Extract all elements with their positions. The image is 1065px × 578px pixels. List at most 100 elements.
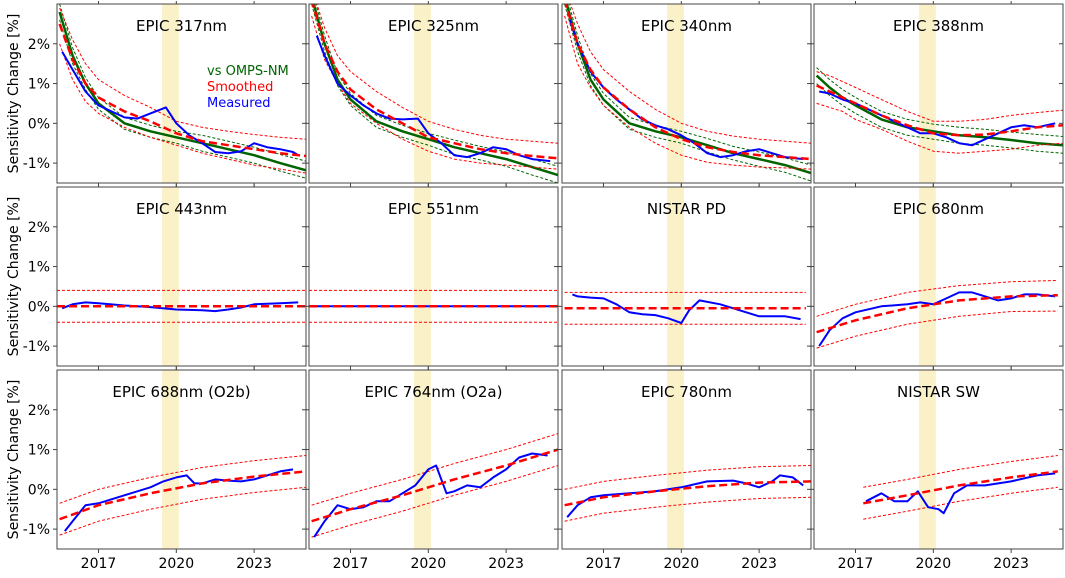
x-tick-label: 2020 xyxy=(915,556,951,572)
shaded-period xyxy=(667,370,684,549)
panel-frame xyxy=(56,3,307,184)
shaded-period xyxy=(919,187,936,366)
panel-frame xyxy=(561,369,812,550)
smoothed-lower-bound-line xyxy=(863,486,1058,520)
smoothed-line xyxy=(58,23,306,158)
smoothed-upper-bound-line xyxy=(59,7,306,140)
panel-epic-325nm: EPIC 325nm xyxy=(305,1,559,187)
smoothed-line xyxy=(816,293,1058,334)
panel-title: NISTAR PD xyxy=(647,200,726,218)
panel-title: EPIC 443nm xyxy=(136,200,227,218)
y-tick-label: 2% xyxy=(28,220,50,236)
legend-entry: vs OMPS-NM xyxy=(207,64,289,79)
measured-line xyxy=(865,472,1056,515)
panel-title: EPIC 388nm xyxy=(893,17,984,35)
panel-title: EPIC 340nm xyxy=(641,17,732,35)
smoothed-upper-bound-line xyxy=(564,465,811,490)
panel-frame xyxy=(561,3,812,184)
panel-title: EPIC 325nm xyxy=(388,17,479,35)
panel-title: EPIC 764nm (O2a) xyxy=(365,383,503,401)
x-tick-label: 2023 xyxy=(741,556,777,572)
smoothed-lower-bound-line xyxy=(564,15,811,170)
omps-fit-line xyxy=(312,4,558,177)
panel-frame xyxy=(813,369,1064,550)
panel-title: NISTAR SW xyxy=(897,383,980,401)
x-tick-label: 2017 xyxy=(586,556,622,572)
panel-epic-388nm: EPIC 388nm xyxy=(810,1,1064,187)
panel-frame xyxy=(813,186,1064,367)
smoothed-upper-bound-line xyxy=(816,71,1063,122)
smoothed-line xyxy=(564,480,811,507)
smoothed-lower-bound-line xyxy=(816,310,1058,349)
shaded-period xyxy=(414,370,431,549)
shaded-period xyxy=(162,370,179,549)
y-tick-label: 0% xyxy=(28,116,50,132)
panel-frame xyxy=(561,186,812,367)
shaded-period xyxy=(919,370,936,549)
smoothed-lower-bound-line xyxy=(564,496,811,522)
omps-upper-bound-line xyxy=(315,4,558,167)
omps-upper-bound-line xyxy=(816,67,1063,137)
x-tick-label: 2017 xyxy=(81,556,117,572)
smoothed-upper-bound-line xyxy=(59,455,306,504)
smoothed-lower-bound-line xyxy=(311,465,558,538)
panel-epic-780nm: EPIC 780nm 2017 2020 2023 xyxy=(558,367,812,572)
y-tick-label: 2% xyxy=(28,403,50,419)
y-tick-label: -1% xyxy=(23,156,50,172)
smoothed-line xyxy=(863,470,1058,505)
smoothed-upper-bound-line xyxy=(311,433,558,506)
measured-line xyxy=(572,293,801,324)
panel-nistar-sw: NISTAR SW 2017 2020 2023 xyxy=(810,367,1064,572)
x-tick-label: 2020 xyxy=(663,556,699,572)
y-tick-label: -1% xyxy=(23,339,50,355)
y-tick-label: 1% xyxy=(28,260,50,276)
y-axis-label: Sensitivity Change [%] xyxy=(6,380,22,540)
legend-entry: Measured xyxy=(207,96,271,111)
smoothed-line xyxy=(311,448,558,523)
x-tick-label: 2023 xyxy=(236,556,272,572)
shaded-period xyxy=(667,187,684,366)
smoothed-lower-bound-line xyxy=(816,102,1063,154)
measured-line xyxy=(61,51,299,157)
panel-epic-551nm: EPIC 551nm xyxy=(305,184,559,370)
shaded-period xyxy=(919,4,936,183)
panel-frame xyxy=(813,3,1064,184)
panel-epic-688nm-o2b: EPIC 688nm (O2b) 2% 1% 0% -1% 2017 2020 2023 Sen… xyxy=(6,367,307,572)
panel-epic-764nm-o2a: EPIC 764nm (O2a) 2017 2020 2023 xyxy=(305,367,559,572)
y-tick-label: -1% xyxy=(23,522,50,538)
panel-frame xyxy=(56,186,307,367)
smoothed-upper-bound-line xyxy=(316,4,558,144)
x-tick-label: 2017 xyxy=(333,556,369,572)
y-tick-label: 1% xyxy=(28,77,50,93)
smoothed-lower-bound-line xyxy=(59,486,306,536)
panel-frame xyxy=(308,369,559,550)
smoothed-line xyxy=(59,470,306,521)
panel-nistar-pd: NISTAR PD xyxy=(558,184,812,370)
omps-lower-bound-line xyxy=(816,83,1063,154)
smoothed-line xyxy=(816,84,1063,137)
x-tick-label: 2020 xyxy=(410,556,446,572)
shaded-period xyxy=(667,4,684,183)
panel-title: EPIC 688nm (O2b) xyxy=(112,383,250,401)
measured-line xyxy=(61,301,299,313)
measured-line xyxy=(315,35,551,163)
smoothed-upper-bound-line xyxy=(863,455,1058,488)
shaded-period xyxy=(162,187,179,366)
shaded-period xyxy=(162,4,179,183)
measured-line xyxy=(64,468,294,532)
omps-lower-bound-line xyxy=(59,19,306,179)
smoothed-upper-bound-line xyxy=(816,280,1058,317)
panel-frame xyxy=(308,186,559,367)
panel-frame xyxy=(308,3,559,184)
panel-epic-680nm: EPIC 680nm xyxy=(810,184,1064,370)
panel-epic-443nm: EPIC 443nm 2% 1% 0% -1%Sensitivity Change [%… xyxy=(6,184,307,370)
x-tick-label: 2023 xyxy=(993,556,1029,572)
panel-title: EPIC 780nm xyxy=(641,383,732,401)
smoothed-lower-bound-line xyxy=(311,15,558,170)
y-tick-label: 1% xyxy=(28,443,50,459)
x-tick-label: 2023 xyxy=(488,556,524,572)
panel-frame xyxy=(56,369,307,550)
y-axis-label: Sensitivity Change [%] xyxy=(6,197,22,357)
